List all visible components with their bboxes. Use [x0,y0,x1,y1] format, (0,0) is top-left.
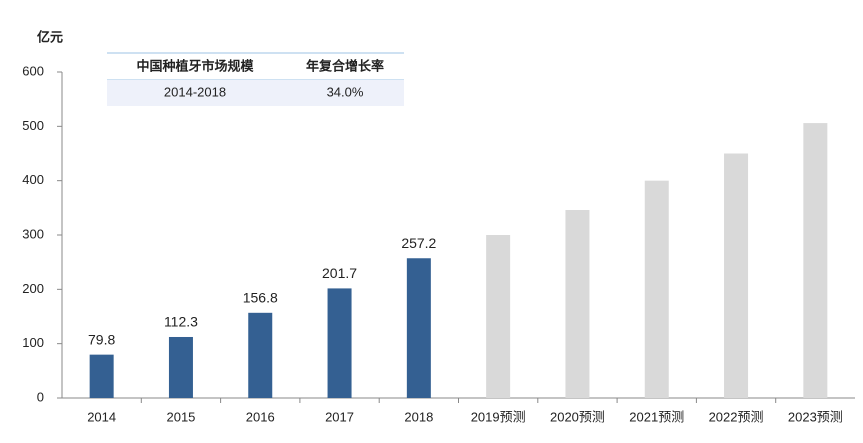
data-label: 257.2 [401,235,436,251]
table-cell: 2014-2018 [164,84,226,99]
table-header-bg [107,53,404,80]
y-axis-label: 亿元 [37,29,63,44]
data-label: 201.7 [322,265,357,281]
x-tick-label: 2017 [325,409,354,424]
table-header: 中国种植牙市场规模 [136,58,254,73]
x-tick-label: 2019预测 [471,409,526,424]
y-tick-label: 300 [22,226,44,241]
bar [327,288,352,398]
bar [803,123,828,398]
bar [89,354,114,398]
data-label: 79.8 [88,331,115,347]
data-label: 112.3 [164,314,198,330]
bar [406,258,431,398]
bar [724,153,749,398]
x-tick-label: 2015 [166,409,195,424]
x-tick-label: 2018 [404,409,433,424]
y-tick-label: 600 [22,63,44,78]
x-tick-label: 2014 [87,409,116,424]
table-cell: 34.0% [327,84,364,99]
data-label: 156.8 [243,290,278,306]
x-tick-label: 2021预测 [629,409,684,424]
x-tick-label: 2022预测 [709,409,764,424]
table-row-bg [107,80,404,106]
bar [565,210,590,398]
bar [486,235,511,398]
x-tick-label: 2016 [246,409,275,424]
table-header: 年复合增长率 [306,58,384,73]
y-tick-label: 200 [22,281,44,296]
y-tick-label: 100 [22,335,44,350]
y-tick-label: 0 [37,389,44,404]
x-tick-label: 2023预测 [788,409,843,424]
bar [248,312,273,398]
x-tick-label: 2020预测 [550,409,605,424]
y-tick-label: 500 [22,118,44,133]
bar [168,336,193,398]
y-tick-label: 400 [22,172,44,187]
bar [644,180,669,398]
